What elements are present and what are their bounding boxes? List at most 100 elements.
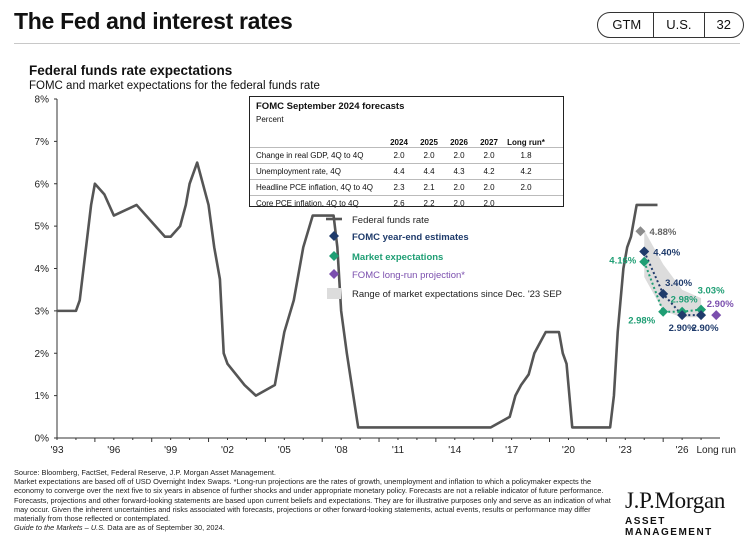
fomc-estimate-point <box>639 246 650 257</box>
badge-region: U.S. <box>653 13 703 37</box>
table-cell: 2.1 <box>423 183 435 192</box>
data-label-fomc-2026: 2.90% <box>669 323 696 334</box>
column-header: 2027 <box>480 138 498 147</box>
y-tick-label: 4% <box>35 264 50 275</box>
y-tick-label: 5% <box>35 222 50 233</box>
y-tick-label: 1% <box>35 391 50 402</box>
market-expectations-range-band <box>644 230 702 318</box>
market-expectation-point <box>658 306 669 317</box>
y-tick-label: 3% <box>35 306 50 317</box>
y-tick-label: 0% <box>35 434 50 445</box>
market-expectation-point <box>696 304 707 315</box>
table-cell: 4.2 <box>520 167 532 176</box>
column-header: 2024 <box>390 138 408 147</box>
footer-guide-title: Guide to the Markets – U.S. <box>14 523 106 533</box>
x-tick-label: '23 <box>619 445 632 456</box>
column-header: 2025 <box>420 138 438 147</box>
header-divider <box>14 43 740 44</box>
data-label-market-2025: 2.98% <box>628 316 655 327</box>
x-tick-label: Long run <box>696 445 735 456</box>
x-tick-label: '14 <box>448 445 461 456</box>
x-tick-label: '08 <box>335 445 348 456</box>
market-expectation-point <box>639 256 650 267</box>
legend-swatch-fomc <box>329 231 339 241</box>
x-tick-label: '17 <box>505 445 518 456</box>
fomc-estimate-point <box>677 310 688 321</box>
y-tick-label: 8% <box>35 95 50 106</box>
market-expectations-dotted-line <box>643 261 702 313</box>
x-tick-label: '05 <box>278 445 291 456</box>
legend-swatch-market <box>329 251 339 261</box>
legend-label-fomc: FOMC year-end estimates <box>352 232 469 243</box>
data-label-current-rate: 4.88% <box>649 227 676 238</box>
legend-label-long-run: FOMC long-run projection* <box>352 270 465 281</box>
legend-label-market: Market expectations <box>352 252 443 263</box>
footer-data-date: Data are as of September 30, 2024. <box>105 523 225 533</box>
data-label-market-2027: 3.03% <box>698 286 725 297</box>
page-title: The Fed and interest rates <box>14 8 293 34</box>
data-label-long-run: 2.90% <box>707 299 734 310</box>
x-tick-label: '93 <box>50 445 63 456</box>
table-cell: 2.0 <box>483 199 495 208</box>
x-tick-label: '20 <box>562 445 575 456</box>
table-cell: 4.4 <box>393 167 405 176</box>
table-cell: 2.0 <box>483 183 495 192</box>
table-row: Unemployment rate, 4Q 4.4 4.4 4.3 4.2 4.… <box>250 163 563 179</box>
badge-gtm: GTM <box>612 17 642 32</box>
table-cell: 2.0 <box>453 199 465 208</box>
legend-label-range: Range of market expectations since Dec. … <box>352 289 562 300</box>
current-rate-marker <box>635 226 646 237</box>
forecast-table-grid: 2024 2025 2026 2027 Long run* Change in … <box>250 129 563 211</box>
column-header: 2026 <box>450 138 468 147</box>
footer-notes: Source: Bloomberg, FactSet, Federal Rese… <box>14 468 614 532</box>
x-tick-label: '02 <box>221 445 234 456</box>
table-cell: 2.3 <box>393 183 405 192</box>
table-row: Core PCE inflation, 4Q to 4Q 2.6 2.2 2.0… <box>250 195 563 211</box>
data-label-fomc-2027: 2.90% <box>692 323 719 334</box>
row-label: Headline PCE inflation, 4Q to 4Q <box>256 183 373 192</box>
table-cell: 4.4 <box>423 167 435 176</box>
table-cell: 2.0 <box>423 151 435 160</box>
forecast-table-title: FOMC September 2024 forecasts <box>256 101 405 112</box>
fomc-forecast-table: FOMC September 2024 forecasts Percent 20… <box>249 96 564 208</box>
federal-funds-rate-line <box>57 161 658 429</box>
row-label: Core PCE inflation, 4Q to 4Q <box>256 199 359 208</box>
legend-swatch-range <box>327 288 341 299</box>
fomc-estimate-point <box>658 288 669 299</box>
table-cell: 1.8 <box>520 151 532 160</box>
table-cell: 4.2 <box>483 167 495 176</box>
x-tick-label: '96 <box>107 445 120 456</box>
x-tick-label: '26 <box>676 445 689 456</box>
data-label-fomc-2025: 3.40% <box>665 278 692 289</box>
forecast-table-unit: Percent <box>256 115 284 124</box>
table-cell: 2.0 <box>393 151 405 160</box>
table-cell: 2.0 <box>453 183 465 192</box>
row-label: Change in real GDP, 4Q to 4Q <box>256 151 364 160</box>
fomc-estimate-point <box>696 310 707 321</box>
legend-label-fed-funds: Federal funds rate <box>352 215 429 226</box>
table-cell: 4.3 <box>453 167 465 176</box>
data-label-market-2024: 4.16% <box>609 256 636 267</box>
table-cell: 2.6 <box>393 199 405 208</box>
footer-disclaimer: Market expectations are based off of USD… <box>14 477 611 524</box>
table-cell: 2.0 <box>453 151 465 160</box>
x-tick-label: '11 <box>392 445 405 456</box>
table-cell: 2.2 <box>423 199 435 208</box>
column-header: Long run* <box>507 138 545 147</box>
x-tick-label: '99 <box>164 445 177 456</box>
asset-management-wordmark: ASSET MANAGEMENT <box>625 516 713 538</box>
jpmorgan-logo: J.P.Morgan <box>625 488 726 513</box>
legend-swatch-long-run <box>329 269 339 279</box>
forecast-table-header-row: 2024 2025 2026 2027 Long run* <box>250 129 563 147</box>
data-label-market-2026: 2.98% <box>671 295 698 306</box>
chart-title: Federal funds rate expectations <box>29 63 233 78</box>
fomc-long-run-point <box>711 310 722 321</box>
table-cell: 2.0 <box>520 183 532 192</box>
y-tick-label: 6% <box>35 179 50 190</box>
fomc-estimates-dotted-line <box>643 251 702 317</box>
footer-source: Source: Bloomberg, FactSet, Federal Rese… <box>14 468 276 477</box>
table-cell: 2.0 <box>483 151 495 160</box>
y-tick-label: 7% <box>35 137 50 148</box>
header-badges: GTM U.S. 32 <box>597 12 744 38</box>
